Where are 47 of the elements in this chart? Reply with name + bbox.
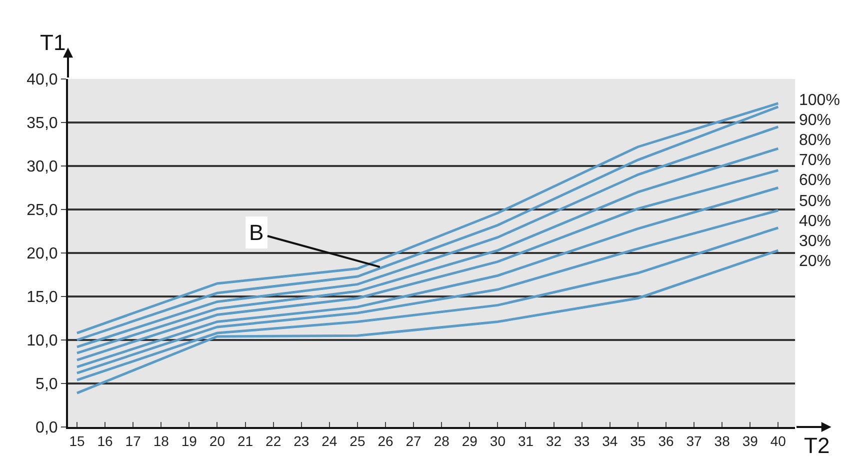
x-tick-label: 29 [462, 432, 478, 449]
series-label: 80% [799, 132, 832, 149]
series-label: 70% [799, 152, 832, 169]
y-tick-label: 35,0 [26, 115, 58, 132]
series-label: 20% [799, 253, 832, 270]
x-tick-label: 20 [209, 432, 226, 449]
x-tick-label: 17 [125, 432, 142, 449]
y-tick-label: 5,0 [36, 376, 58, 394]
series-label: 30% [799, 233, 832, 250]
x-tick-label: 37 [686, 432, 702, 449]
x-axis-title: T2 [804, 433, 830, 458]
x-tick-label: 15 [69, 432, 85, 449]
x-tick-label: 34 [602, 432, 618, 449]
x-tick-label: 26 [378, 432, 394, 449]
y-tick-label: 20,0 [26, 246, 58, 263]
x-tick-label: 27 [406, 432, 422, 449]
x-tick-label: 31 [518, 432, 534, 449]
x-tick-label: 23 [294, 432, 310, 449]
x-tick-label: 22 [266, 432, 282, 449]
x-tick-label: 33 [574, 432, 590, 449]
y-tick-label: 15,0 [26, 289, 58, 306]
x-tick-label: 21 [237, 432, 254, 449]
x-tick-label: 18 [153, 432, 170, 449]
x-tick-label: 24 [322, 432, 338, 449]
x-tick-label: 19 [181, 432, 198, 449]
x-tick-label: 38 [714, 432, 730, 449]
x-tick-label: 40 [770, 432, 786, 449]
series-label: 90% [799, 112, 832, 129]
series-label: 60% [799, 172, 832, 189]
x-tick-label: 16 [97, 432, 114, 449]
x-tick-label: 30 [490, 432, 506, 449]
x-tick-label: 35 [630, 432, 646, 449]
y-tick-label: 10,0 [26, 332, 58, 350]
x-tick-label: 39 [742, 432, 758, 449]
series-label: 100% [799, 92, 840, 109]
x-tick-label: 28 [434, 432, 450, 449]
x-tick-label: 32 [546, 432, 562, 449]
x-tick-label: 25 [350, 432, 366, 449]
series-label: 40% [799, 213, 832, 230]
y-tick-label: 30,0 [26, 158, 58, 176]
y-tick-label: 40,0 [26, 72, 58, 89]
annotation: B [249, 220, 264, 245]
y-axis-title: T1 [40, 30, 66, 55]
y-tick-label: 0,0 [36, 420, 58, 437]
series-label: 50% [799, 193, 832, 210]
x-tick-label: 36 [658, 432, 674, 449]
y-tick-label: 25,0 [26, 202, 58, 220]
